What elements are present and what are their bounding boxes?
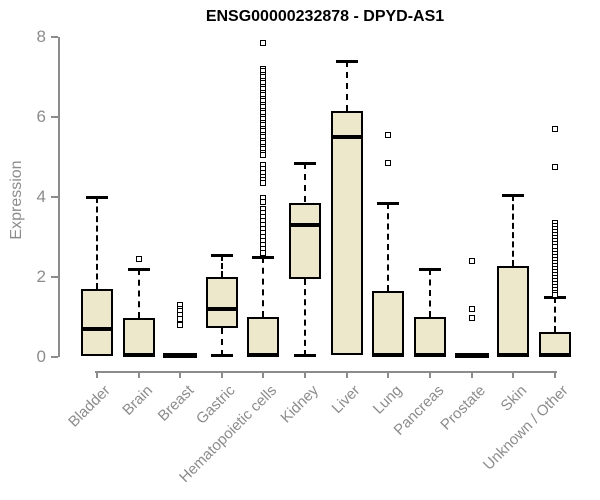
x-tick (512, 371, 515, 378)
box (497, 265, 530, 356)
x-tick-label: Breast (154, 382, 198, 425)
upper-whisker-cap (210, 253, 233, 257)
upper-whisker-cap (252, 255, 275, 259)
outlier-point (135, 255, 142, 262)
upper-whisker-cap (127, 267, 150, 271)
box (205, 276, 238, 328)
upper-whisker (304, 163, 307, 203)
upper-whisker-cap (377, 201, 400, 205)
x-tick-label: Kidney (277, 382, 323, 427)
median-bar (330, 134, 363, 139)
outlier-point (385, 159, 392, 166)
x-tick-label: Bladder (65, 382, 115, 431)
lower-whisker-cap (210, 353, 233, 357)
x-tick-label: Prostate (437, 382, 489, 434)
outlier-point (260, 249, 267, 256)
y-tick-label: 6 (36, 106, 46, 126)
median-bar (538, 352, 571, 357)
x-tick-label: Brain (118, 382, 156, 419)
y-tick-label: 0 (36, 346, 46, 366)
median-bar (413, 352, 446, 357)
outlier-point (260, 198, 267, 205)
y-tick (51, 275, 58, 278)
box (289, 202, 322, 279)
x-tick (428, 371, 431, 378)
upper-whisker (345, 60, 348, 111)
upper-whisker-cap (418, 267, 441, 271)
x-tick (345, 371, 348, 378)
x-tick (220, 371, 223, 378)
median-bar (289, 222, 322, 227)
upper-whisker-cap (294, 162, 317, 166)
upper-whisker (262, 256, 265, 317)
upper-whisker-cap (86, 195, 108, 199)
upper-whisker (553, 296, 556, 332)
box (81, 289, 113, 356)
box (413, 316, 446, 356)
outlier-point (551, 125, 558, 132)
median-bar (372, 352, 405, 357)
x-axis-line (95, 371, 557, 373)
x-tick (387, 371, 390, 378)
y-tick (51, 115, 58, 118)
x-tick-label: Skin (497, 382, 531, 415)
x-tick (470, 371, 473, 378)
outlier-point (468, 305, 475, 312)
x-tick (262, 371, 265, 378)
upper-whisker (512, 194, 515, 266)
y-tick (51, 35, 58, 38)
median-bar (122, 352, 155, 357)
x-tick (137, 371, 140, 378)
median-bar (205, 307, 238, 312)
lower-whisker (220, 327, 223, 356)
upper-whisker (428, 268, 431, 317)
outlier-point (551, 163, 558, 170)
outlier-point (177, 321, 184, 328)
y-tick-label: 4 (36, 186, 46, 206)
box (372, 291, 405, 356)
outlier-point (551, 291, 558, 298)
upper-whisker (387, 202, 390, 292)
x-tick (553, 371, 556, 378)
outlier-point (468, 257, 475, 264)
y-tick (51, 195, 58, 198)
x-tick-label: Lung (369, 382, 406, 418)
x-tick (304, 371, 307, 378)
y-tick (51, 355, 58, 358)
box (538, 331, 571, 356)
median-bar (497, 352, 530, 357)
y-axis-line (58, 36, 60, 357)
upper-whisker (96, 196, 98, 290)
box-collapsed (163, 352, 198, 358)
x-tick-label: Liver (328, 382, 364, 418)
upper-whisker-cap (335, 59, 358, 63)
outlier-point (468, 314, 475, 321)
x-tick (179, 371, 182, 378)
box (330, 110, 363, 356)
y-tick-label: 8 (36, 26, 46, 46)
box (122, 317, 155, 356)
outlier-point (260, 39, 267, 46)
lower-whisker-cap (294, 353, 317, 357)
box-collapsed (454, 352, 489, 358)
y-tick-label: 2 (36, 266, 46, 286)
outlier-point (177, 315, 184, 322)
outlier-point (260, 152, 267, 159)
upper-whisker (220, 254, 223, 277)
median-bar (81, 326, 113, 331)
x-tick (96, 371, 98, 378)
chart-title: ENSG00000232878 - DPYD-AS1 (205, 8, 445, 25)
median-bar (247, 352, 280, 357)
box (247, 316, 280, 356)
upper-whisker-cap (502, 193, 525, 197)
lower-whisker (304, 278, 307, 356)
upper-whisker (137, 268, 140, 318)
outlier-point (260, 180, 267, 187)
outlier-point (385, 131, 392, 138)
